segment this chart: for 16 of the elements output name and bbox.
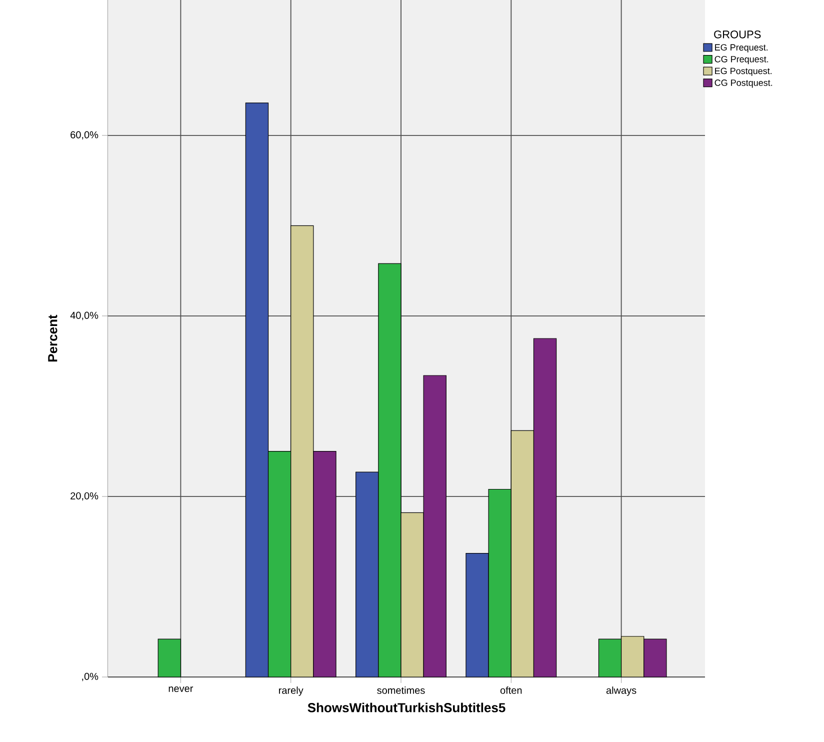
x-tick-label: always [606,686,636,696]
x-tick-label: often [500,686,522,694]
legend-label: CG Postquest. [714,80,772,88]
y-tick-label: 60,0% [70,131,98,140]
y-tick-label: 40,0% [70,312,98,320]
x-tick-label: never [168,686,194,692]
x-axis-title: ShowsWithoutTurkishSubtitles5 [308,702,506,712]
y-tick-label: 20,0% [70,492,98,501]
y-axis-title: Percent [48,314,58,362]
x-tick-label: sometimes [377,686,425,694]
legend-title: GROUPS [714,30,761,38]
y-tick-label: ,0% [82,672,98,682]
x-tick-label: rarely [279,686,304,696]
legend-label: EG Postquest. [715,68,772,76]
legend-label: EG Prequest. [715,44,768,52]
legend-label: CG Prequest. [714,56,768,64]
